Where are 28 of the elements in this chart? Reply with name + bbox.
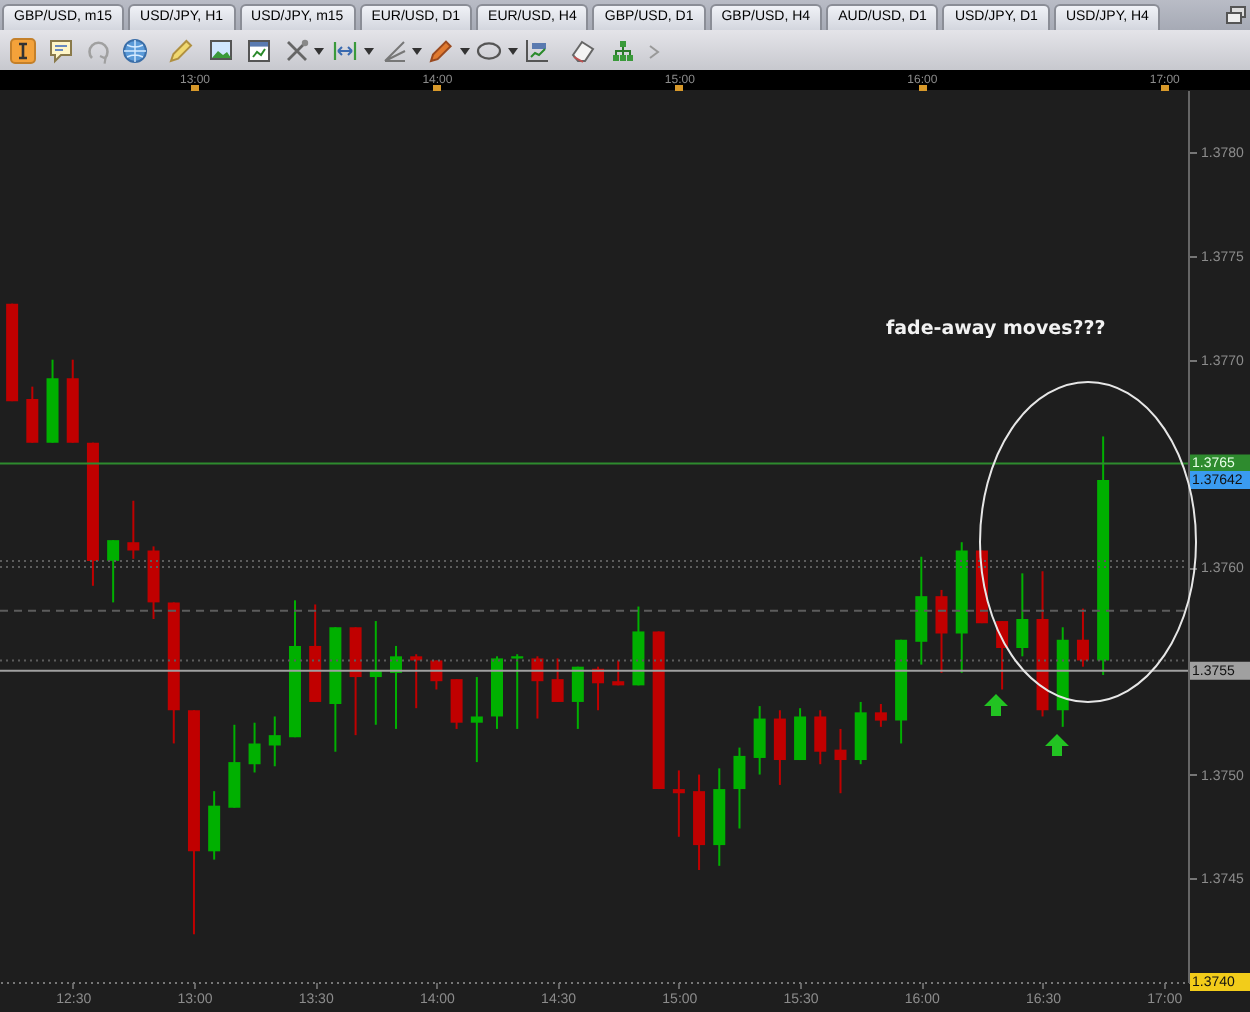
candlestick: [571, 665, 584, 730]
candlestick: [753, 705, 766, 776]
candlestick: [268, 715, 281, 768]
candlestick: [26, 385, 39, 444]
candlestick: [612, 659, 625, 687]
candlestick: [794, 707, 807, 762]
candlestick: [248, 721, 261, 774]
candlestick: [430, 659, 443, 691]
candlestick: [854, 700, 867, 766]
candlestick: [1076, 607, 1089, 668]
candlestick: [672, 769, 685, 838]
candlestick: [450, 678, 463, 730]
candlestick: [551, 657, 564, 703]
candlestick: [1016, 572, 1029, 658]
candlestick: [814, 709, 827, 766]
candlestick: [511, 653, 524, 730]
candlestick: [874, 703, 887, 728]
candlestick: [935, 588, 948, 674]
candlestick: [107, 539, 120, 604]
candlestick: [733, 746, 746, 830]
annotation: fade-away moves???: [886, 318, 1106, 340]
candlestick: [773, 709, 786, 786]
candlestick: [915, 555, 928, 666]
candlestick: [127, 499, 140, 560]
candlestick: [228, 723, 241, 809]
candlestick: [834, 727, 847, 795]
candlestick: [208, 790, 221, 861]
candlestick: [470, 676, 483, 764]
